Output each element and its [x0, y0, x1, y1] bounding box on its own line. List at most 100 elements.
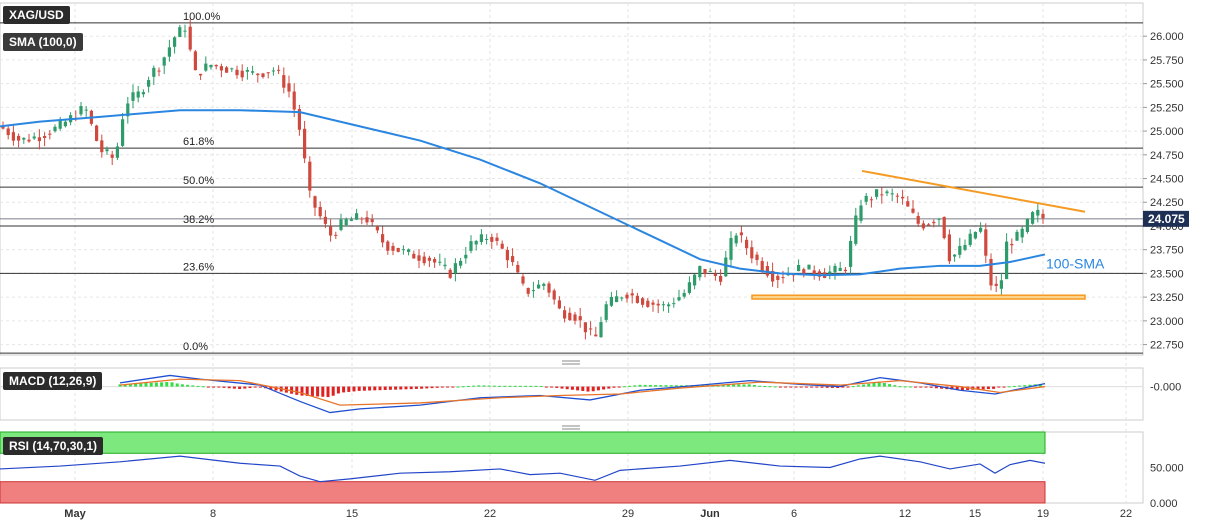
x-tick-label: 22: [484, 508, 496, 520]
candle-body: [79, 106, 83, 115]
macd-histogram-bar: [737, 384, 741, 387]
candle-body: [719, 275, 723, 282]
macd-histogram-bar: [820, 386, 824, 388]
y-tick-label: 24.750: [1150, 150, 1184, 162]
macd-histogram-bar: [206, 386, 210, 388]
candle-body: [776, 275, 780, 280]
macd-histogram-bar: [378, 386, 382, 391]
candle-body: [947, 234, 951, 262]
candle-body: [495, 237, 499, 241]
candle-body: [401, 249, 405, 251]
candle-body: [469, 241, 473, 251]
x-tick-label: May: [64, 508, 86, 520]
macd-histogram-bar: [669, 385, 673, 387]
candle-body: [843, 269, 847, 272]
candle-body: [422, 256, 426, 264]
macd-histogram-bar: [487, 385, 491, 387]
macd-histogram-bar: [924, 386, 928, 388]
x-tick-label: 8: [210, 508, 216, 520]
candle-body: [443, 264, 447, 267]
candle-body: [448, 269, 452, 278]
y-tick-label: 22.750: [1150, 340, 1184, 352]
candle-body: [854, 215, 858, 244]
macd-histogram-bar: [732, 384, 736, 387]
candle-body: [396, 247, 400, 252]
candle-body: [635, 295, 639, 303]
candle-body: [219, 66, 223, 71]
macd-histogram-bar: [976, 386, 980, 390]
macd-histogram-bar: [295, 386, 299, 395]
macd-histogram-bar: [763, 386, 767, 388]
candle-body: [427, 257, 431, 261]
candle-body: [178, 27, 182, 37]
macd-histogram-bar: [451, 386, 455, 388]
candle-body: [230, 68, 234, 70]
macd-histogram-bar: [903, 386, 907, 388]
macd-histogram-bar: [851, 386, 855, 388]
macd-histogram-bar: [893, 385, 897, 387]
macd-histogram-bar: [347, 386, 351, 392]
candle-body: [27, 139, 31, 142]
panel-resize-handle[interactable]: [562, 425, 580, 430]
macd-histogram-bar: [368, 386, 372, 391]
macd-histogram-bar: [747, 384, 751, 387]
candle-body: [958, 245, 962, 255]
macd-histogram-bar: [602, 386, 606, 390]
candle-body: [537, 284, 541, 289]
macd-histogram-bar: [955, 386, 959, 391]
macd-signal-line: [119, 378, 1046, 406]
macd-histogram-bar: [986, 386, 990, 390]
candle-body: [303, 128, 307, 159]
macd-histogram-bar: [664, 385, 668, 387]
symbol-label[interactable]: XAG/USD: [3, 6, 70, 24]
y-tick-label: 23.750: [1150, 245, 1184, 257]
macd-histogram-bar: [383, 386, 387, 390]
candle-body: [667, 304, 671, 307]
candle-body: [786, 274, 790, 276]
candle-body: [547, 283, 551, 293]
macd-histogram-bar: [425, 386, 429, 389]
resistance-trendline: [861, 169, 1086, 213]
sma-indicator-label[interactable]: SMA (100,0): [3, 33, 83, 51]
macd-histogram-bar: [778, 386, 782, 388]
macd-histogram-bar: [139, 383, 143, 387]
candle-body: [334, 234, 338, 236]
candle-body: [386, 241, 390, 251]
candle-body: [6, 128, 10, 136]
macd-histogram-bar: [503, 385, 507, 387]
candle-body: [323, 216, 327, 224]
candle-body: [271, 70, 275, 72]
macd-histogram-bar: [524, 385, 528, 387]
macd-histogram-bar: [414, 386, 418, 389]
macd-histogram-bar: [680, 385, 684, 387]
candle-body: [188, 26, 192, 50]
macd-histogram-bar: [789, 386, 793, 388]
macd-histogram-bar: [170, 382, 174, 387]
y-tick-label: 23.500: [1150, 268, 1184, 280]
macd-histogram-bar: [565, 386, 569, 390]
candle-body: [703, 268, 707, 274]
candle-body: [739, 232, 743, 236]
macd-histogram-bar: [321, 386, 325, 397]
candle-body: [989, 258, 993, 286]
macd-histogram-bar: [914, 386, 918, 388]
candle-body: [95, 125, 99, 141]
rsi-indicator-label[interactable]: RSI (14,70,30,1): [3, 437, 104, 455]
macd-histogram-bar: [212, 386, 216, 388]
candle-body: [167, 47, 171, 57]
candle-body: [802, 269, 806, 275]
macd-histogram-bar: [1002, 386, 1006, 388]
candle-body: [58, 120, 62, 129]
macd-histogram-bar: [628, 385, 632, 387]
macd-histogram-bar: [846, 386, 850, 388]
macd-histogram-bar: [560, 386, 564, 389]
macd-histogram-bar: [799, 386, 803, 388]
candle-body: [828, 271, 832, 274]
y-tick-label: 25.500: [1150, 79, 1184, 91]
candle-body: [849, 240, 853, 267]
macd-indicator-label[interactable]: MACD (12,26,9): [3, 372, 103, 390]
candle-body: [110, 154, 114, 158]
macd-histogram-bar: [518, 385, 522, 387]
panel-resize-handle[interactable]: [562, 360, 580, 365]
macd-histogram-bar: [784, 386, 788, 388]
